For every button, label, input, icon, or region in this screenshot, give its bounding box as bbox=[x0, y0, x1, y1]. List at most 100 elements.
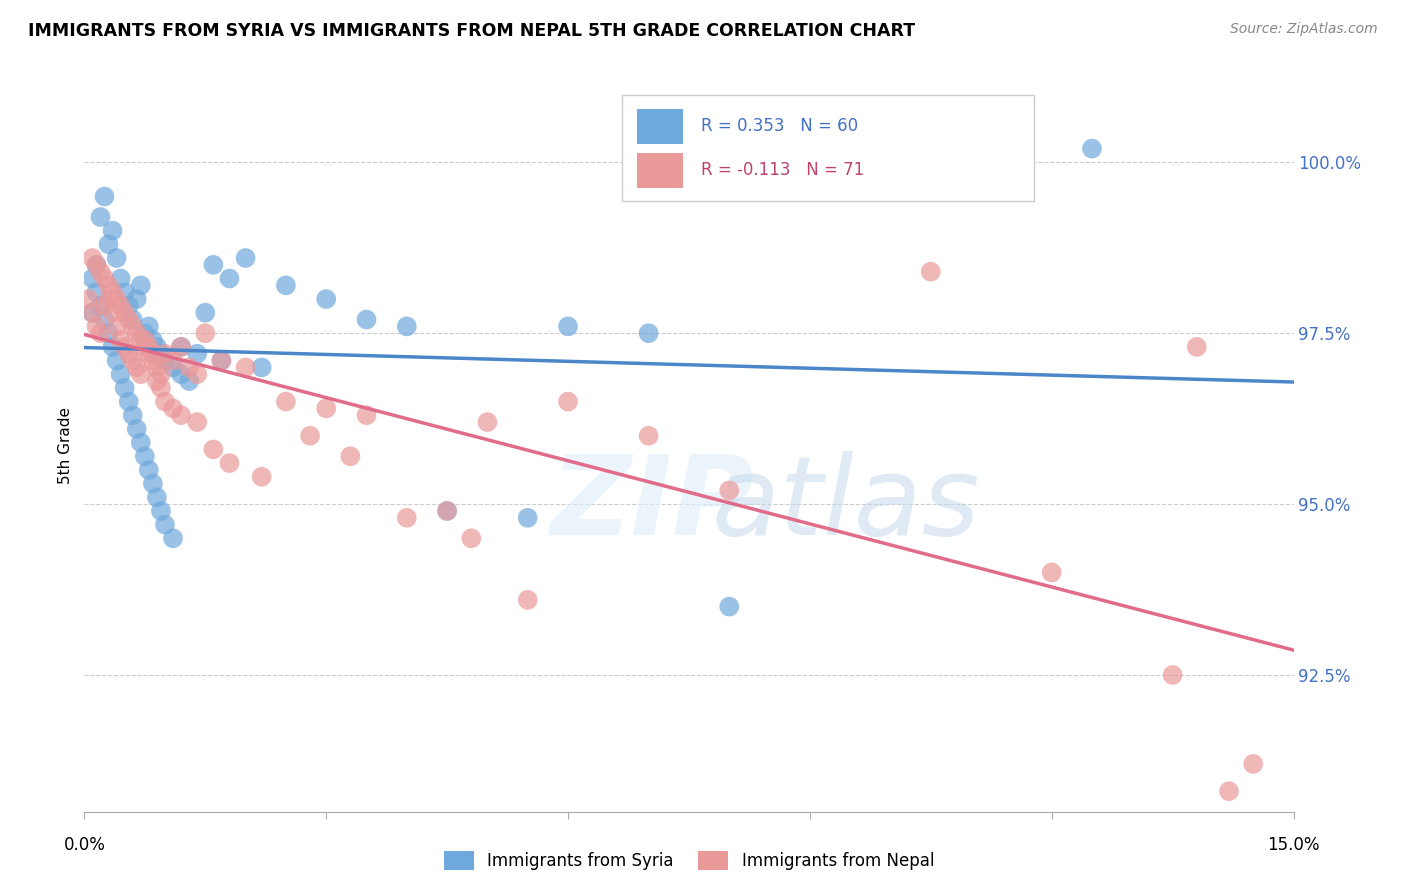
Point bbox=[436, 504, 458, 518]
Point bbox=[114, 381, 136, 395]
Point bbox=[718, 599, 741, 614]
Text: Source: ZipAtlas.com: Source: ZipAtlas.com bbox=[1230, 22, 1378, 37]
Point bbox=[179, 374, 201, 388]
Point bbox=[86, 319, 108, 334]
Point bbox=[118, 299, 141, 313]
Point bbox=[142, 347, 165, 361]
Point bbox=[114, 340, 136, 354]
Point bbox=[134, 326, 156, 341]
Point bbox=[125, 422, 148, 436]
Point bbox=[129, 435, 152, 450]
Point bbox=[557, 394, 579, 409]
Point bbox=[146, 360, 169, 375]
Y-axis label: 5th Grade: 5th Grade bbox=[58, 408, 73, 484]
Point bbox=[118, 312, 141, 326]
Point bbox=[395, 319, 418, 334]
Text: 0.0%: 0.0% bbox=[63, 836, 105, 854]
Point bbox=[516, 592, 538, 607]
Point bbox=[86, 285, 108, 300]
Point bbox=[101, 340, 124, 354]
Point bbox=[105, 292, 128, 306]
Point bbox=[129, 333, 152, 347]
FancyBboxPatch shape bbox=[637, 153, 683, 188]
Point bbox=[77, 292, 100, 306]
Text: R = -0.113   N = 71: R = -0.113 N = 71 bbox=[702, 161, 865, 179]
Point bbox=[93, 312, 115, 326]
Point bbox=[162, 531, 184, 545]
Point bbox=[477, 415, 499, 429]
Point bbox=[134, 333, 156, 347]
Point bbox=[1161, 668, 1184, 682]
Point bbox=[557, 319, 579, 334]
Point bbox=[97, 278, 120, 293]
Point bbox=[138, 319, 160, 334]
Point bbox=[89, 210, 111, 224]
Point bbox=[1241, 756, 1264, 771]
Point bbox=[186, 368, 208, 382]
Point bbox=[218, 456, 240, 470]
Point bbox=[194, 306, 217, 320]
Point bbox=[1040, 566, 1063, 580]
Point bbox=[170, 340, 193, 354]
Point bbox=[125, 292, 148, 306]
Point bbox=[118, 347, 141, 361]
Point bbox=[121, 409, 143, 423]
Text: ZIP: ZIP bbox=[551, 451, 755, 558]
Point bbox=[101, 285, 124, 300]
Text: 15.0%: 15.0% bbox=[1267, 836, 1320, 854]
Point bbox=[516, 510, 538, 524]
Point bbox=[1218, 784, 1240, 798]
Point bbox=[920, 265, 942, 279]
Point bbox=[250, 469, 273, 483]
Point bbox=[93, 189, 115, 203]
Point bbox=[121, 319, 143, 334]
Point bbox=[146, 374, 169, 388]
Legend: Immigrants from Syria, Immigrants from Nepal: Immigrants from Syria, Immigrants from N… bbox=[437, 844, 941, 877]
Point bbox=[121, 353, 143, 368]
FancyBboxPatch shape bbox=[637, 109, 683, 144]
Point bbox=[93, 299, 115, 313]
Point bbox=[315, 401, 337, 416]
Point bbox=[315, 292, 337, 306]
Point bbox=[162, 360, 184, 375]
Point bbox=[235, 251, 257, 265]
Point bbox=[170, 340, 193, 354]
Point bbox=[274, 278, 297, 293]
Point bbox=[142, 333, 165, 347]
Point bbox=[86, 258, 108, 272]
Point bbox=[146, 340, 169, 354]
Point bbox=[129, 368, 152, 382]
Point bbox=[162, 401, 184, 416]
Point bbox=[89, 265, 111, 279]
Point bbox=[97, 292, 120, 306]
Point bbox=[110, 333, 132, 347]
Point bbox=[153, 347, 176, 361]
Point bbox=[138, 347, 160, 361]
Point bbox=[101, 224, 124, 238]
Point bbox=[153, 517, 176, 532]
Point bbox=[186, 347, 208, 361]
FancyBboxPatch shape bbox=[623, 95, 1033, 201]
Point bbox=[105, 319, 128, 334]
Point bbox=[82, 271, 104, 285]
Point bbox=[121, 312, 143, 326]
Point bbox=[1081, 142, 1104, 156]
Point bbox=[250, 360, 273, 375]
Point bbox=[134, 340, 156, 354]
Point bbox=[129, 278, 152, 293]
Point bbox=[637, 429, 659, 443]
Point bbox=[339, 449, 361, 463]
Point bbox=[114, 306, 136, 320]
Text: IMMIGRANTS FROM SYRIA VS IMMIGRANTS FROM NEPAL 5TH GRADE CORRELATION CHART: IMMIGRANTS FROM SYRIA VS IMMIGRANTS FROM… bbox=[28, 22, 915, 40]
Text: atlas: atlas bbox=[711, 451, 980, 558]
Point bbox=[235, 360, 257, 375]
Point bbox=[186, 415, 208, 429]
Point bbox=[395, 510, 418, 524]
Point bbox=[105, 353, 128, 368]
Point bbox=[97, 237, 120, 252]
Point bbox=[179, 360, 201, 375]
Point bbox=[82, 306, 104, 320]
Point bbox=[1185, 340, 1208, 354]
Point bbox=[146, 490, 169, 504]
Point bbox=[218, 271, 240, 285]
